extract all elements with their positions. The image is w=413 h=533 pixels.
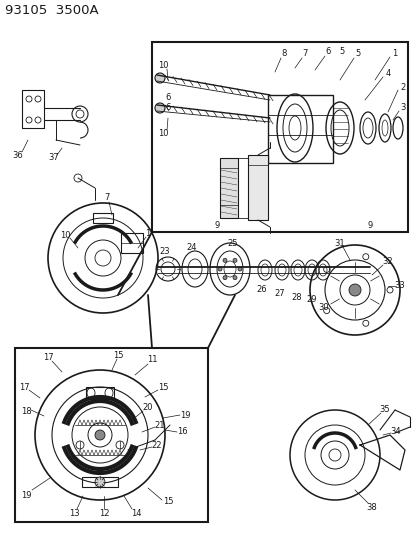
Text: 1: 1: [145, 229, 150, 238]
Text: 2: 2: [399, 84, 405, 93]
FancyBboxPatch shape: [247, 155, 267, 220]
Text: 5: 5: [354, 50, 360, 59]
Text: 15: 15: [162, 497, 173, 506]
Text: 34: 34: [390, 427, 400, 437]
Circle shape: [154, 103, 165, 113]
Text: 9: 9: [366, 221, 372, 230]
Text: 10: 10: [59, 230, 70, 239]
Text: 6: 6: [325, 47, 330, 56]
Text: 23: 23: [159, 247, 170, 256]
Circle shape: [237, 267, 242, 271]
Text: 6: 6: [165, 93, 170, 101]
Circle shape: [95, 477, 105, 487]
Text: 37: 37: [48, 154, 59, 163]
Text: 26: 26: [256, 286, 267, 295]
Text: 18: 18: [21, 408, 31, 416]
FancyBboxPatch shape: [219, 158, 237, 218]
Circle shape: [223, 259, 226, 262]
Text: 13: 13: [69, 508, 79, 518]
Text: 32: 32: [382, 257, 392, 266]
Text: 4: 4: [385, 69, 390, 78]
Text: 10: 10: [157, 128, 168, 138]
Text: 35: 35: [379, 406, 389, 415]
Text: 38: 38: [366, 503, 377, 512]
Text: 33: 33: [394, 280, 404, 289]
Bar: [15, 348, 207, 522]
Circle shape: [223, 276, 226, 280]
Bar: [82, 477, 118, 487]
Bar: [152, 42, 407, 232]
Text: 6: 6: [165, 102, 170, 111]
Text: 16: 16: [176, 427, 187, 437]
Text: 7: 7: [301, 50, 307, 59]
Text: 31: 31: [334, 238, 344, 247]
Text: 20: 20: [142, 403, 153, 413]
Text: 15: 15: [112, 351, 123, 359]
Text: 5: 5: [339, 47, 344, 56]
Text: 29: 29: [306, 295, 316, 304]
Text: 3: 3: [399, 103, 405, 112]
Bar: [22, 90, 44, 128]
Circle shape: [233, 276, 236, 280]
Circle shape: [218, 267, 221, 271]
Text: 21: 21: [154, 421, 165, 430]
Text: 25: 25: [227, 239, 237, 248]
Circle shape: [154, 73, 165, 83]
Circle shape: [95, 430, 105, 440]
Text: 22: 22: [152, 440, 162, 449]
Text: 17: 17: [19, 384, 29, 392]
Text: 8: 8: [280, 50, 286, 59]
Bar: [267, 95, 332, 163]
Text: 14: 14: [131, 508, 141, 518]
Circle shape: [348, 284, 360, 296]
Text: 93105  3500A: 93105 3500A: [5, 4, 98, 18]
Text: 36: 36: [12, 150, 23, 159]
Text: 24: 24: [186, 244, 197, 253]
Text: 10: 10: [157, 61, 168, 69]
Circle shape: [233, 259, 236, 262]
Text: 9: 9: [214, 221, 219, 230]
Text: 7: 7: [104, 193, 109, 203]
Text: 15: 15: [157, 384, 168, 392]
Text: 11: 11: [146, 356, 157, 365]
Text: 12: 12: [99, 508, 109, 518]
Text: 27: 27: [274, 288, 285, 297]
Bar: [86, 387, 114, 399]
Text: 30: 30: [318, 303, 328, 311]
Text: 19: 19: [21, 490, 31, 499]
Text: 17: 17: [43, 352, 53, 361]
Bar: [121, 233, 142, 253]
Text: 1: 1: [392, 50, 396, 59]
Bar: [93, 213, 113, 223]
Text: 19: 19: [179, 410, 190, 419]
Text: 28: 28: [291, 293, 301, 302]
